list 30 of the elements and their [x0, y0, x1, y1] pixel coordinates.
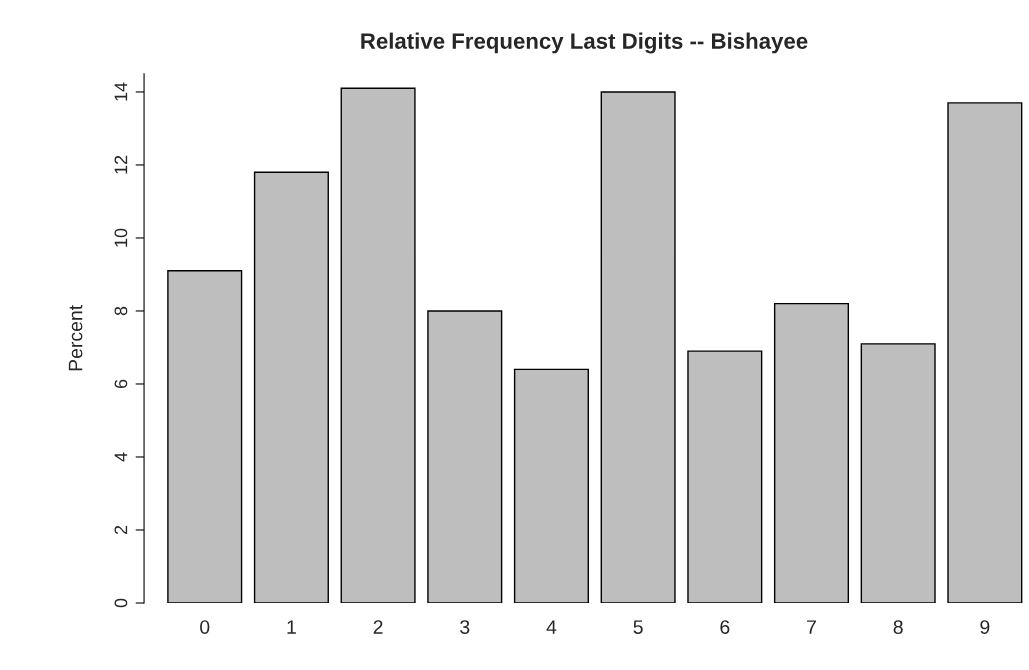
- y-tick-label: 2: [114, 525, 128, 535]
- bar: [947, 102, 1023, 603]
- x-tick-label: 4: [546, 620, 557, 634]
- y-tick-label: 0: [114, 598, 128, 608]
- x-tick-label: 1: [287, 620, 296, 634]
- bar: [687, 350, 763, 603]
- chart-title: Relative Frequency Last Digits -- Bishayee: [361, 32, 808, 54]
- x-tick-label: 5: [633, 620, 643, 634]
- x-tick-label: 8: [893, 620, 903, 634]
- bar: [253, 171, 329, 603]
- bar: [773, 302, 850, 603]
- bar: [513, 368, 589, 603]
- y-tick-label: 14: [114, 82, 128, 101]
- x-tick-label: 2: [373, 620, 383, 634]
- x-tick-label: 0: [200, 620, 210, 634]
- bar: [860, 343, 936, 603]
- y-axis-title: Percent: [68, 304, 83, 371]
- x-tick-label: 3: [460, 620, 470, 634]
- y-tick-label: 6: [114, 379, 128, 389]
- x-tick-label: 9: [980, 620, 990, 634]
- x-tick-label: 7: [807, 620, 816, 634]
- bar: [600, 91, 676, 603]
- x-tick-label: 6: [720, 620, 730, 634]
- bar: [427, 310, 503, 603]
- y-tick-label: 8: [114, 306, 128, 316]
- y-tick-label: 10: [114, 228, 128, 247]
- y-tick-label: 4: [114, 452, 128, 462]
- bar: [340, 87, 416, 603]
- y-tick-label: 12: [114, 155, 128, 174]
- bar: [167, 270, 243, 603]
